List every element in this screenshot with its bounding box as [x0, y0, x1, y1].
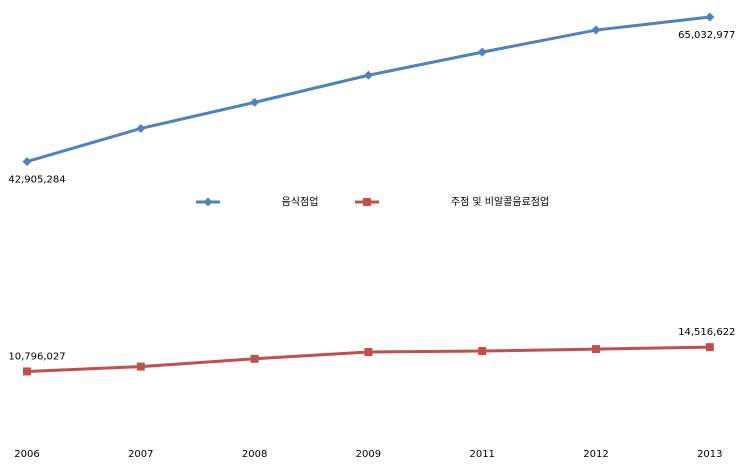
- data-label: 42,905,284: [8, 175, 65, 186]
- data-label: 65,032,977: [678, 30, 735, 41]
- marker: [705, 12, 715, 22]
- marker: [364, 348, 373, 357]
- legend-label: 주점 및 비알콜음료점업: [451, 195, 549, 208]
- data-label: 14,516,622: [678, 327, 735, 338]
- marker: [23, 367, 31, 376]
- series-line: [26, 15, 710, 164]
- x-tick-label: 2006: [14, 449, 39, 460]
- marker: [136, 362, 145, 371]
- legend-label: 음식점업: [282, 195, 319, 208]
- x-tick-label: 2008: [242, 449, 267, 460]
- x-tick-label: 2007: [128, 449, 153, 460]
- marker: [705, 343, 714, 352]
- marker: [363, 198, 371, 206]
- marker: [363, 70, 373, 80]
- marker: [592, 345, 600, 354]
- marker: [591, 25, 601, 35]
- marker: [250, 97, 260, 107]
- x-tick-label: 2013: [697, 449, 722, 460]
- marker: [203, 197, 213, 207]
- x-tick-label: 2009: [356, 449, 381, 460]
- marker: [250, 354, 259, 363]
- marker: [22, 157, 32, 167]
- marker: [478, 347, 487, 356]
- marker: [136, 123, 146, 133]
- x-tick-label: 2011: [469, 449, 494, 460]
- data-label: 10,796,027: [8, 351, 65, 362]
- marker: [477, 47, 487, 57]
- x-tick-label: 2012: [583, 449, 608, 460]
